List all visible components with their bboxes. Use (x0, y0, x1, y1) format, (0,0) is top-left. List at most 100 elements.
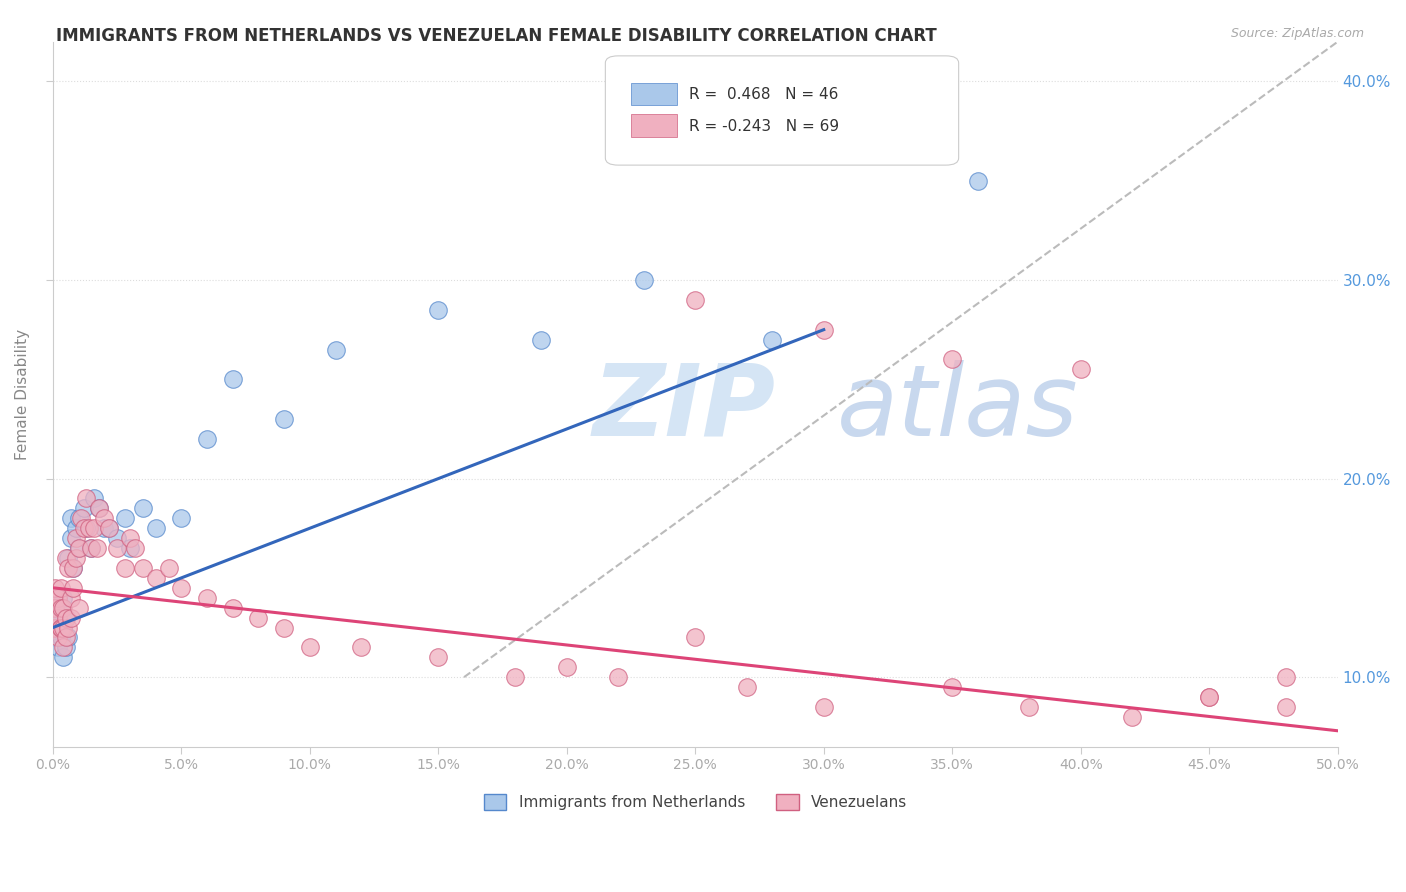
Point (44, 610, 66, 624)
Point (530, 333, 553, 347)
Point (298, 640, 321, 655)
Point (273, 412, 295, 426)
Y-axis label: Female Disability: Female Disability (15, 328, 30, 459)
Point (49, 631, 72, 645)
Text: Source: ZipAtlas.com: Source: ZipAtlas.com (1230, 27, 1364, 40)
Point (145, 521, 167, 535)
Point (1198, 690, 1220, 704)
Point (685, 293, 707, 307)
Point (114, 511, 136, 525)
Point (52, 620, 75, 634)
Point (59, 531, 82, 545)
Point (247, 610, 270, 624)
Text: ZIP: ZIP (592, 359, 776, 457)
Point (1275, 670, 1298, 684)
Point (685, 631, 707, 645)
Point (118, 531, 141, 545)
Legend: Immigrants from Netherlands, Venezuelans: Immigrants from Netherlands, Venezuelans (478, 789, 912, 816)
Point (195, 591, 218, 605)
Point (86, 541, 108, 555)
Text: R = -0.243   N = 69: R = -0.243 N = 69 (689, 119, 839, 134)
Point (67, 511, 90, 525)
Point (83, 491, 105, 506)
Point (170, 511, 193, 525)
Point (67, 541, 90, 555)
Point (58, 620, 80, 634)
Point (44, 591, 66, 605)
Point (52, 620, 75, 634)
Point (941, 680, 963, 694)
FancyBboxPatch shape (631, 114, 678, 136)
Point (55, 610, 77, 624)
Point (124, 541, 146, 555)
Point (58, 631, 80, 645)
Point (633, 273, 655, 287)
FancyBboxPatch shape (606, 56, 959, 165)
FancyBboxPatch shape (631, 83, 678, 105)
Point (44, 620, 66, 634)
Point (49, 620, 72, 634)
Text: atlas: atlas (837, 359, 1078, 457)
Point (80, 541, 103, 555)
Point (59, 610, 82, 624)
Point (52, 600, 75, 615)
Point (105, 541, 128, 555)
Point (1121, 710, 1143, 724)
Point (65, 521, 87, 535)
Point (46, 640, 69, 655)
Point (222, 600, 245, 615)
Point (222, 372, 245, 386)
Point (427, 650, 450, 665)
Point (75, 491, 97, 506)
Point (89, 501, 111, 516)
Text: IMMIGRANTS FROM NETHERLANDS VS VENEZUELAN FEMALE DISABILITY CORRELATION CHART: IMMIGRANTS FROM NETHERLANDS VS VENEZUELA… (56, 27, 936, 45)
Point (93, 511, 115, 525)
Point (46, 631, 69, 645)
Point (65, 551, 87, 566)
Point (46, 610, 69, 624)
Point (98, 521, 121, 535)
Point (49, 581, 72, 595)
Point (273, 620, 295, 634)
Point (93, 521, 115, 535)
Point (46, 620, 69, 634)
Point (67, 541, 90, 555)
Point (1070, 362, 1092, 376)
Point (607, 670, 630, 684)
Point (89, 501, 111, 516)
Point (46, 591, 69, 605)
Point (52, 650, 75, 665)
Point (735, 680, 758, 694)
Point (55, 631, 77, 645)
Point (98, 521, 121, 535)
Point (350, 640, 373, 655)
Point (761, 333, 783, 347)
Point (62, 561, 84, 575)
Point (70, 511, 93, 525)
Point (427, 302, 450, 317)
Point (44, 591, 66, 605)
Point (49, 600, 72, 615)
Point (132, 561, 155, 575)
Text: R =  0.468   N = 46: R = 0.468 N = 46 (689, 87, 838, 102)
Point (77, 521, 100, 535)
Point (80, 541, 103, 555)
Point (67, 600, 90, 615)
Point (49, 600, 72, 615)
Point (1198, 690, 1220, 704)
Point (49, 620, 72, 634)
Point (118, 541, 141, 555)
Point (59, 591, 82, 605)
Point (105, 531, 128, 545)
Point (62, 561, 84, 575)
Point (813, 323, 835, 337)
Point (73, 501, 96, 516)
Point (555, 660, 578, 674)
Point (44, 600, 66, 615)
Point (75, 521, 97, 535)
Point (1275, 700, 1298, 714)
Point (52, 640, 75, 655)
Point (58, 561, 80, 575)
Point (170, 581, 193, 595)
Point (55, 640, 77, 655)
